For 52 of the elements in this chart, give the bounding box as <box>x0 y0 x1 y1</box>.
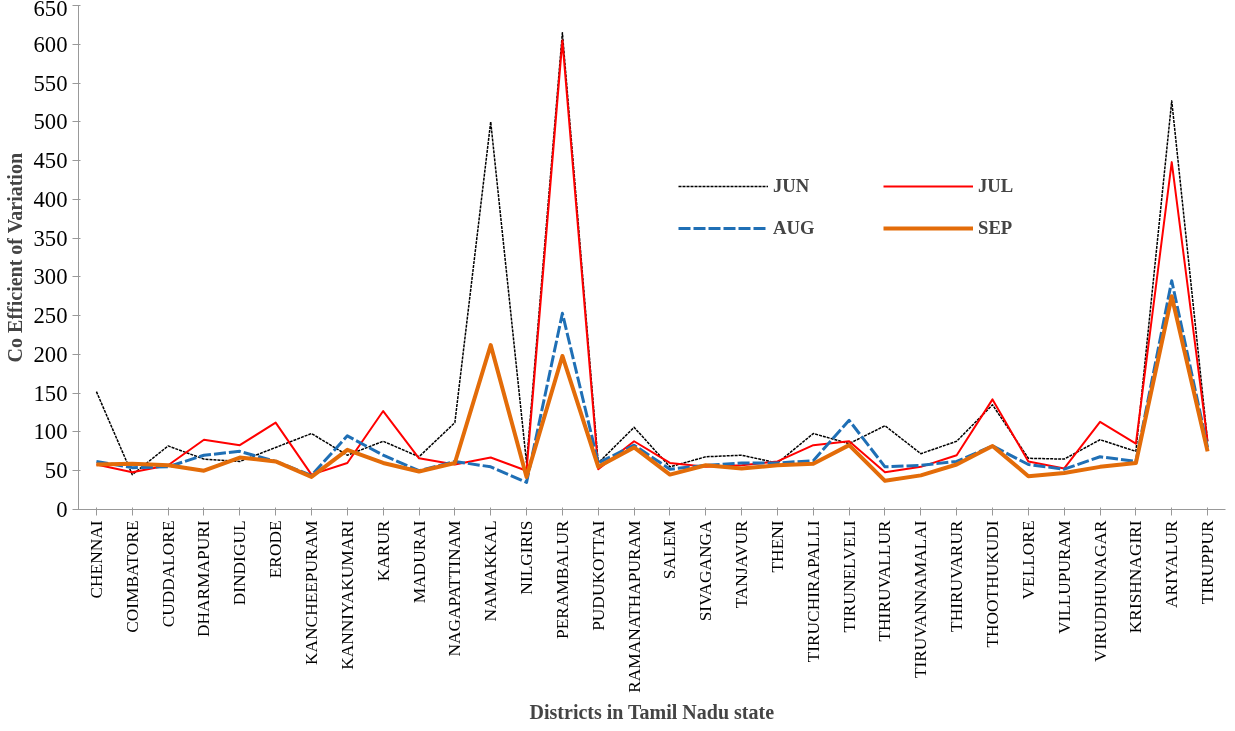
y-tick-label: 100 <box>33 419 68 445</box>
x-tick-label: TANJAVUR <box>732 520 752 609</box>
x-tick-label: VIRUDHUNAGAR <box>1090 520 1110 663</box>
x-tick-label: THIRUVALLUR <box>875 520 895 642</box>
y-axis-title: Co Efficient of Variation <box>3 152 26 363</box>
x-tick-label: TIRUNELVELI <box>839 520 859 633</box>
x-tick-label: SALEM <box>660 520 680 580</box>
y-tick-label: 550 <box>33 70 68 96</box>
y-tick-label: 250 <box>33 303 68 329</box>
x-tick-label: NAMAKKAL <box>481 520 501 622</box>
y-tick-label: 350 <box>33 225 68 251</box>
x-tick-label: MADURAI <box>409 520 429 604</box>
x-tick-label: NAGAPATTINAM <box>445 520 465 657</box>
x-tick-label: THOOTHUKUDI <box>983 520 1003 648</box>
x-tick-label: PUDUKOTTAI <box>588 520 608 631</box>
x-tick-label: CUDDALORE <box>158 520 178 628</box>
x-tick-label: ARIYALUR <box>1162 520 1182 609</box>
x-tick-label: TIRUCHIRAPALLI <box>803 520 823 663</box>
x-tick-label: THIRUVARUR <box>947 520 967 632</box>
x-axis-title: Districts in Tamil Nadu state <box>529 700 775 723</box>
x-tick-label: KRISHNAGIRI <box>1126 520 1146 634</box>
legend-label: SEP <box>978 217 1014 239</box>
y-tick-label: 500 <box>33 109 68 135</box>
x-tick-label: VILLUPURAM <box>1054 520 1074 635</box>
x-tick-label: KARUR <box>373 520 393 582</box>
x-tick-label: PERAMBALUR <box>552 520 572 639</box>
x-tick-label: RAMANATHAPURAM <box>624 520 644 693</box>
x-tick-label: DHARMAPURI <box>194 520 214 637</box>
y-tick-label: 200 <box>33 341 68 367</box>
y-tick-label: 400 <box>33 186 68 212</box>
legend-label: JUL <box>978 175 1015 197</box>
legend-label: AUG <box>773 217 816 239</box>
x-tick-label: THENI <box>767 520 787 573</box>
legend-label: JUN <box>773 175 811 197</box>
x-tick-label: TIRUVANNAMALAI <box>911 520 931 679</box>
y-tick-label: 150 <box>33 380 68 406</box>
y-tick-label: 50 <box>44 458 68 484</box>
x-tick-label: TIRUPPUR <box>1198 520 1218 605</box>
x-tick-label: KANNIYAKUMARI <box>337 520 357 670</box>
x-tick-label: KANCHEEPURAM <box>301 520 321 665</box>
x-tick-label: SIVAGANGA <box>696 520 716 622</box>
y-tick-label: 600 <box>33 31 68 57</box>
x-tick-label: DINDIGUL <box>230 520 250 606</box>
y-tick-label: 300 <box>33 264 68 290</box>
x-tick-label: CHENNAI <box>86 520 106 599</box>
y-tick-label: 650 <box>33 0 68 21</box>
x-tick-label: COIMBATORE <box>122 520 142 633</box>
x-tick-label: VELLORE <box>1018 520 1038 600</box>
y-tick-label: 0 <box>56 497 68 522</box>
y-tick-label: 450 <box>33 148 68 174</box>
x-tick-label: ERODE <box>266 520 286 579</box>
x-tick-label: NILGIRIS <box>517 520 537 595</box>
